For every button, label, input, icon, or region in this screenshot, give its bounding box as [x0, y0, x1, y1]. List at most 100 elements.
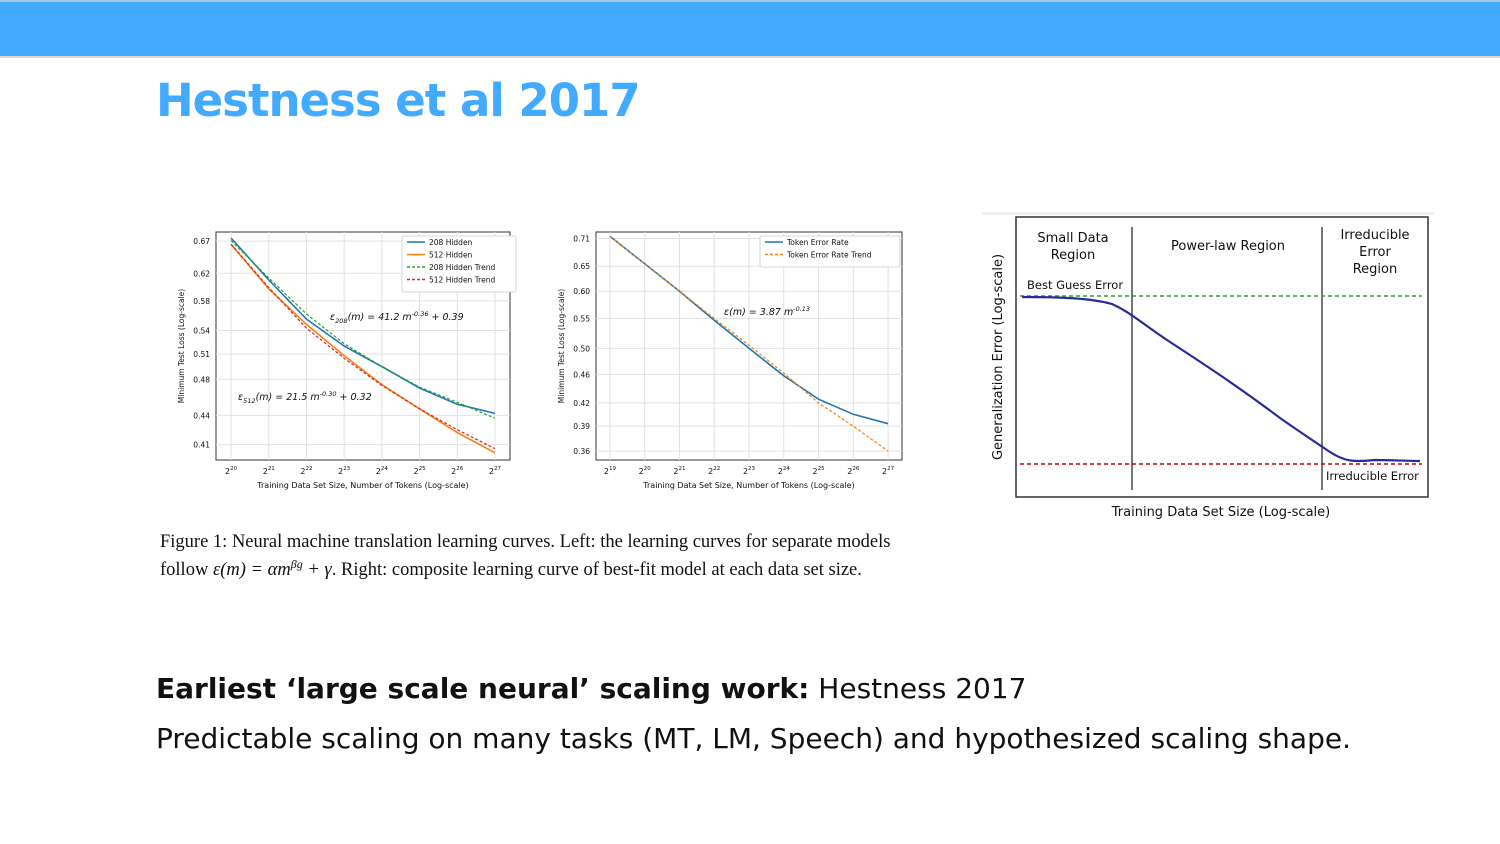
slide-title: Hestness et al 2017 [156, 74, 641, 127]
y-tick-label: 0.48 [193, 375, 210, 384]
chart-token-error-rate: 219 220 221 222 223 224 225 226 227 0.71 0.65 0.60 0… [556, 222, 908, 492]
x-axis-label: Training Data Set Size, Number of Tokens… [256, 481, 468, 490]
chart-nmt-models: 220 221 222 223 224 225 226 227 0.67 0.62 0.58 0.54… [170, 222, 520, 492]
diagram-frame [1015, 216, 1429, 498]
diagram-x-label: Training Data Set Size (Log-scale) [1111, 505, 1330, 520]
x-tick-exponent: 22 [306, 466, 313, 472]
y-axis-label: Minimum Test Loss (Log-scale) [177, 289, 186, 403]
x-tick-exponent: 19 [609, 466, 616, 472]
legend-label: 208 Hidden Trend [429, 263, 495, 272]
x-tick-exponent: 23 [343, 466, 350, 472]
x-tick-label: 221 [673, 466, 685, 476]
caption-line-1: Figure 1: Neural machine translation lea… [160, 532, 891, 552]
x-tick-exponent: 21 [679, 466, 686, 472]
summary-line: Predictable scaling on many tasks (MT, L… [156, 722, 1351, 755]
equation-subscript: 208 [335, 317, 347, 325]
diagram-top-edge [982, 212, 1434, 215]
irreducible-label: Irreducible Error [1326, 469, 1419, 483]
y-tick-label: 0.60 [573, 287, 590, 296]
y-tick-label: 0.41 [193, 441, 210, 450]
y-tick-label: 0.51 [193, 350, 210, 359]
x-tick-exponent: 25 [419, 466, 426, 472]
fit-equation: ε512(m) = 21.5 m-0.30 + 0.32 [238, 390, 372, 405]
x-tick-exponent: 23 [748, 466, 755, 472]
y-tick-label: 0.65 [573, 262, 590, 271]
region-small-2: Region [1051, 248, 1096, 263]
y-tick-label: 0.44 [193, 411, 210, 420]
y-tick-label: 0.58 [193, 297, 210, 306]
x-tick-label: 227 [489, 466, 502, 476]
x-tick-label: 227 [882, 466, 895, 476]
diagram-y-label: Generalization Error (Log-scale) [991, 254, 1006, 460]
x-tick-exponent: 20 [230, 466, 237, 472]
y-tick-label: 0.50 [573, 344, 590, 353]
legend-label: Token Error Rate Trend [786, 251, 872, 260]
legend-label: 208 Hidden [429, 238, 473, 247]
lead-rest: Hestness 2017 [809, 672, 1027, 705]
x-tick-label: 219 [604, 466, 617, 476]
x-tick-label: 220 [639, 466, 652, 476]
x-tick-exponent: 24 [381, 466, 388, 472]
x-tick-exponent: 25 [818, 466, 825, 472]
series-line-208-hidden-trend [230, 240, 496, 419]
x-tick-label: 224 [376, 466, 389, 476]
x-tick-exponent: 26 [456, 466, 463, 472]
legend-label: 512 Hidden Trend [429, 276, 495, 285]
x-tick-label: 226 [451, 466, 464, 476]
y-tick-label: 0.67 [193, 237, 210, 246]
lead-line: Earliest ‘large scale neural’ scaling wo… [156, 672, 1026, 705]
header-divider [0, 56, 1500, 58]
equation-body: (m) = 21.5 m [256, 392, 320, 403]
scaling-regions-diagram: Small Data Region Power-law Region Irred… [980, 210, 1440, 530]
region-power-law: Power-law Region [1171, 239, 1285, 254]
equation-body: (m) = 41.2 m [348, 312, 412, 323]
legend-label: 512 Hidden [429, 251, 473, 260]
caption-pre: follow [160, 560, 213, 581]
legend-box [759, 235, 901, 268]
x-tick-exponent: 20 [644, 466, 651, 472]
x-axis-label: Training Data Set Size, Number of Tokens… [642, 481, 854, 490]
y-axis-label: Minimum Test Loss (Log-scale) [557, 289, 566, 403]
best-guess-label: Best Guess Error [1027, 278, 1123, 292]
x-tick-exponent: 22 [713, 466, 720, 472]
x-tick-exponent: 27 [887, 466, 894, 472]
legend-box [401, 235, 517, 293]
figure-caption: Figure 1: Neural machine translation lea… [160, 531, 960, 581]
equation-constant: + 0.32 [336, 392, 371, 403]
equation-subscript: 512 [243, 397, 255, 405]
region-irreducible-1: Irreducible [1340, 228, 1409, 243]
series-line-512-hidden-trend [230, 243, 496, 450]
series-line-208-hidden [230, 237, 496, 415]
learning-curve [1021, 295, 1421, 463]
y-tick-label: 0.36 [573, 447, 590, 456]
x-tick-label: 224 [778, 466, 791, 476]
x-tick-exponent: 24 [783, 466, 790, 472]
x-tick-label: 223 [338, 466, 351, 476]
y-tick-label: 0.39 [573, 422, 590, 431]
series-line-token-error-rate [609, 235, 889, 425]
y-tick-label: 0.54 [193, 327, 210, 336]
lead-bold: Earliest ‘large scale neural’ scaling wo… [156, 672, 810, 705]
x-tick-label: 225 [413, 466, 426, 476]
x-tick-exponent: 21 [268, 466, 275, 472]
x-tick-label: 225 [812, 466, 825, 476]
equation-exponent: -0.13 [793, 305, 810, 313]
x-tick-label: 221 [263, 466, 275, 476]
equation-constant: + 0.39 [428, 312, 463, 323]
region-irreducible-3: Region [1353, 262, 1398, 277]
y-tick-label: 0.62 [193, 269, 210, 278]
y-tick-label: 0.71 [573, 235, 590, 244]
x-tick-label: 226 [847, 466, 860, 476]
x-tick-label: 223 [743, 466, 756, 476]
x-tick-label: 220 [225, 466, 238, 476]
region-irreducible-2: Error [1359, 245, 1391, 260]
caption-formula-tail: + γ [302, 560, 332, 581]
y-tick-label: 0.46 [573, 370, 590, 379]
x-tick-label: 222 [300, 466, 312, 476]
x-tick-exponent: 27 [494, 466, 501, 472]
fit-equation: ε(m) = 3.87 m-0.13 [724, 305, 810, 318]
header-bar [0, 0, 1500, 56]
caption-line-2: follow ε(m) = αmβg + γ. Right: composite… [160, 553, 960, 581]
y-tick-label: 0.55 [573, 314, 590, 323]
region-small-1: Small Data [1037, 231, 1108, 246]
